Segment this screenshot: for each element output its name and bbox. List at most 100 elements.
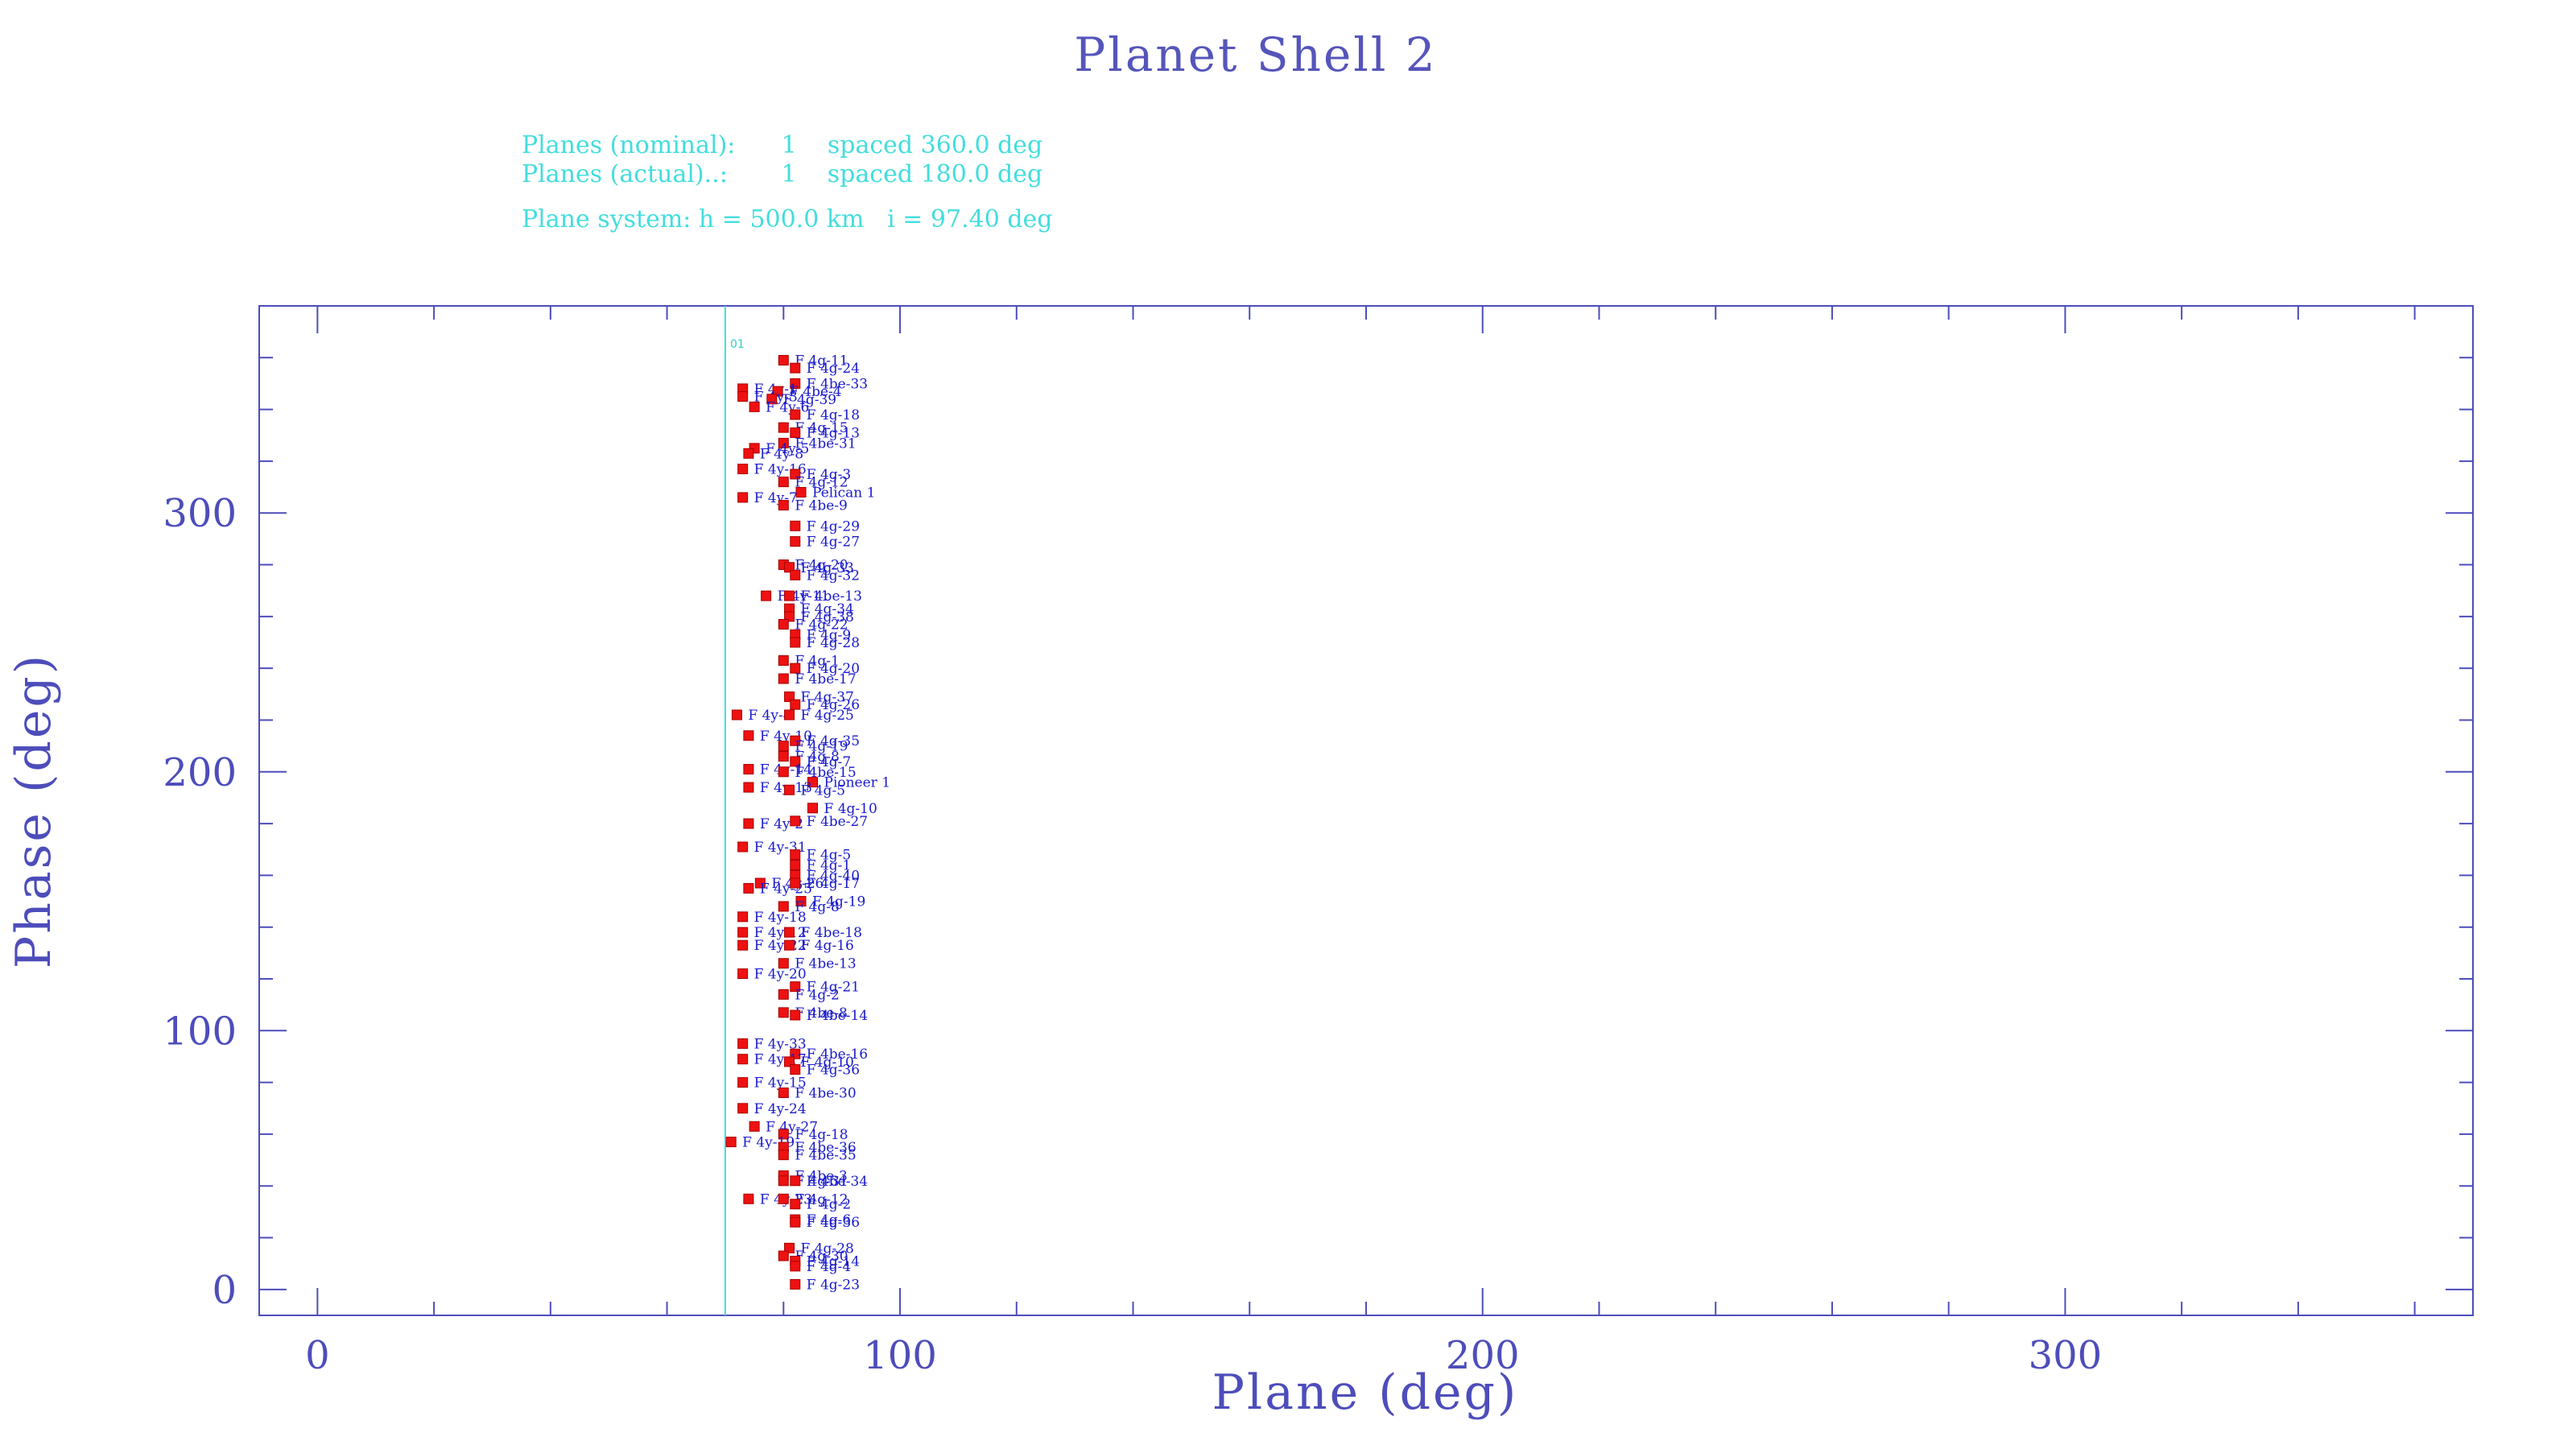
satellite-label: F 4g-14 [807, 1253, 860, 1269]
planes-nominal-text: Planes (nominal): 1 spaced 360.0 deg [522, 131, 1042, 159]
x-tick-label: 300 [2029, 1333, 2103, 1378]
satellite-marker [790, 378, 801, 389]
satellite-label: F 4g-34 [801, 601, 854, 617]
y-tick-label: 100 [163, 1009, 237, 1054]
satellite-label: F 4g-19 [795, 739, 848, 755]
satellite-marker [790, 877, 801, 889]
satellite-marker [737, 1054, 749, 1065]
satellite-marker [778, 1129, 789, 1140]
satellite-marker [772, 386, 783, 397]
satellite-label: F 4g-10 [801, 1055, 854, 1071]
satellite-label: F 4g-12 [795, 475, 848, 491]
satellite-marker [778, 355, 789, 366]
satellite-label: F 4g-28 [801, 1241, 854, 1257]
satellite-label: F 4g-18 [807, 407, 860, 423]
satellite-label: F 4g-5 [801, 782, 845, 799]
satellite-label: F 4g-12 [795, 1191, 848, 1208]
satellite-label: F 4g-3 [807, 467, 851, 483]
satellite-label: F 4be-16 [807, 1046, 868, 1063]
satellite-label: F 4g-25 [801, 708, 854, 724]
satellite-marker [784, 691, 795, 703]
planes-actual-text: Planes (actual)..: 1 spaced 180.0 deg [522, 160, 1042, 188]
satellite-label: F 4g-5 [807, 848, 851, 864]
satellite-label: F 4g-40 [807, 868, 860, 884]
x-tick-label: 200 [1446, 1333, 1520, 1378]
satellite-marker [790, 637, 801, 648]
satellite-marker [790, 1216, 801, 1228]
satellite-label: F 4be-34 [807, 1174, 868, 1190]
satellite-marker [778, 1175, 789, 1187]
satellite-label: F 4g-8 [795, 749, 839, 765]
satellite-marker [737, 841, 749, 852]
satellite-label: F 4g-22 [795, 617, 848, 633]
satellite-label: F 4g-7 [807, 754, 851, 770]
satellite-marker [795, 487, 807, 498]
satellite-marker [807, 803, 818, 814]
satellite-label: F 4y-22 [754, 938, 807, 954]
satellite-marker [778, 766, 789, 778]
satellite-label: F 4g-15 [795, 420, 848, 436]
satellite-label: F 4y-5 [766, 441, 809, 457]
satellite-marker [790, 1048, 801, 1059]
satellite-marker [784, 709, 795, 720]
satellite-label: F 4be-15 [795, 765, 856, 781]
satellite-label: F 4g-11 [795, 353, 848, 369]
satellite-label: F 4be-27 [807, 814, 868, 830]
satellite-marker [790, 1261, 801, 1272]
satellite-label: F 4g-27 [807, 535, 860, 551]
satellite-marker [790, 756, 801, 767]
satellite-label: F 4y-33 [754, 1036, 807, 1052]
satellite-marker [784, 784, 795, 795]
satellite-label: F 4g-1 [795, 654, 839, 670]
satellite-label: F 4be-36 [795, 1140, 856, 1156]
satellite-marker [790, 1009, 801, 1021]
satellite-label: F 4y-6 [766, 399, 809, 415]
satellite-marker [790, 849, 801, 861]
satellite-label: F 4be-35 [795, 1148, 856, 1164]
satellite-marker [737, 1077, 749, 1088]
satellite-label: F 4be-18 [801, 925, 862, 941]
satellite-marker [743, 782, 754, 793]
satellite-marker [778, 618, 789, 630]
plane-system-text: Plane system: h = 500.0 km i = 97.40 deg [522, 205, 1053, 233]
satellite-marker [778, 1007, 789, 1018]
satellite-label: F 4g-29 [807, 518, 860, 535]
satellite-label: F 4g-13 [807, 426, 860, 442]
satellite-label: F 4y-24 [754, 1101, 807, 1117]
satellite-label: F 4y-7 [754, 490, 798, 506]
satellite-marker [790, 1175, 801, 1187]
satellite-marker [743, 730, 754, 741]
satellite-marker [737, 391, 749, 402]
satellite-label: F 4g-20 [795, 558, 848, 574]
satellite-label: F 4g-8 [795, 899, 839, 915]
satellite-marker [743, 818, 754, 829]
satellite-marker [807, 777, 818, 788]
satellite-marker [754, 877, 766, 889]
satellite-marker [778, 673, 789, 684]
satellite-marker [784, 1056, 795, 1067]
satellite-marker [784, 939, 795, 951]
satellite-marker [790, 469, 801, 480]
satellite-marker [790, 663, 801, 674]
satellite-marker [743, 764, 754, 775]
satellite-marker [790, 569, 801, 580]
satellite-marker [778, 437, 789, 448]
satellite-marker [778, 1087, 789, 1098]
satellite-label: F 4g-37 [801, 690, 854, 706]
satellite-label: F 4g-36 [807, 1215, 860, 1231]
satellite-marker [761, 590, 772, 601]
satellite-marker [784, 590, 795, 601]
satellite-label: F 4be-4 [789, 384, 842, 400]
satellite-label: F 4g-1 [807, 858, 851, 874]
satellite-label: F 4be-13 [795, 956, 856, 972]
plane-label: 01 [730, 338, 745, 351]
y-tick-label: 200 [163, 750, 237, 795]
satellite-marker [743, 1193, 754, 1204]
y-axis-label: Phase (deg) [6, 653, 62, 968]
satellite-marker [790, 1064, 801, 1075]
satellite-label: F 4g-35 [807, 733, 860, 749]
satellite-marker [790, 427, 801, 439]
satellite-label: F 4be-31 [795, 436, 856, 452]
satellite-label: F 4g-30 [795, 1249, 848, 1265]
satellite-label: F 4g-33 [801, 560, 854, 576]
